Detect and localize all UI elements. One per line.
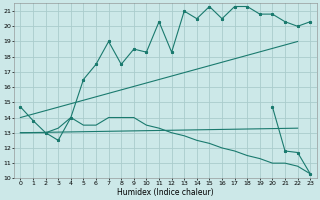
X-axis label: Humidex (Indice chaleur): Humidex (Indice chaleur) (117, 188, 214, 197)
